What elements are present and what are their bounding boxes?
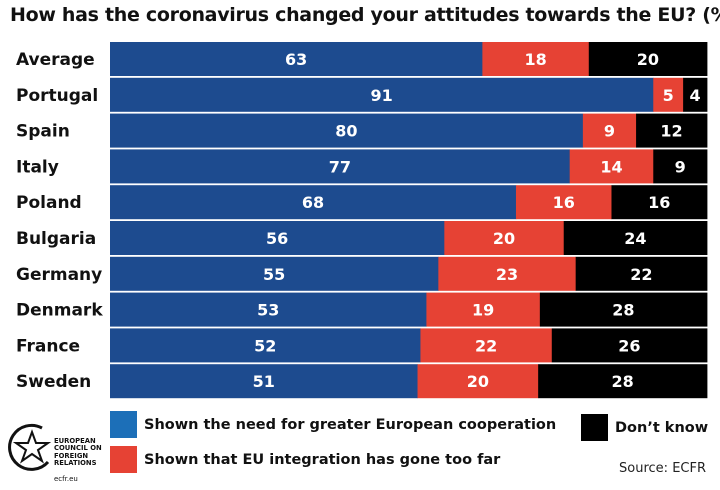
category-label: Portugal — [16, 86, 98, 106]
bar-segment — [539, 292, 708, 327]
category-label: Italy — [16, 157, 59, 177]
category-label: Spain — [16, 122, 70, 142]
bar-segment — [538, 364, 708, 399]
bar-value-label: 77 — [329, 157, 351, 176]
legend-label-too-far: Shown that EU integration has gone too f… — [144, 451, 501, 468]
bar-segment — [569, 149, 654, 184]
category-label: Sweden — [16, 372, 91, 392]
logo-name: EUROPEAN COUNCIL ON FOREIGN RELATIONS — [54, 437, 102, 468]
ecfr-logo-icon — [8, 423, 52, 471]
bar-value-label: 22 — [630, 265, 652, 284]
bar-segment — [110, 221, 445, 255]
bar-value-label: 22 — [475, 336, 497, 355]
bar-segment — [110, 292, 427, 327]
bar-value-label: 56 — [266, 229, 288, 248]
bar-value-label: 20 — [493, 229, 515, 248]
category-label: Germany — [16, 265, 102, 285]
bar-segment — [563, 221, 708, 255]
bar-value-label: 16 — [648, 193, 670, 212]
bar-value-label: 9 — [675, 157, 686, 176]
bar-value-label: 24 — [624, 229, 646, 248]
bar-value-label: 80 — [335, 122, 357, 141]
bar-value-label: 28 — [611, 372, 633, 391]
bar-segment — [110, 364, 418, 399]
category-label: Poland — [16, 193, 82, 213]
bar-value-label: 4 — [689, 86, 700, 105]
legend-swatch-dont-know — [581, 414, 608, 441]
source-note: Source: ECFR — [619, 461, 706, 476]
bar-value-label: 53 — [257, 301, 279, 320]
bar-segment — [551, 328, 708, 363]
legend-item-too-far: Shown that EU integration has gone too f… — [110, 446, 500, 473]
bar-value-label: 23 — [496, 265, 518, 284]
bar-segment — [426, 292, 541, 327]
legend-item-dont-know: Don’t know — [581, 414, 708, 441]
logo-url: ecfr.eu — [54, 475, 78, 483]
chart-title: How has the coronavirus changed your att… — [10, 4, 720, 26]
bar-segment — [515, 185, 612, 220]
bar-segment — [110, 185, 517, 220]
bar-segment — [444, 221, 565, 255]
bar-value-label: 28 — [612, 301, 634, 320]
legend-label-dont-know: Don’t know — [615, 419, 709, 436]
bar-value-label: 9 — [604, 122, 615, 141]
bar-segment — [417, 364, 539, 399]
bars-group: Average 63 18 20 Portugal 91 5 4 Spain 80 9 12 Italy… — [16, 42, 708, 399]
bar-segment — [438, 256, 577, 291]
bar-value-label: 20 — [637, 50, 659, 69]
bar-value-label: 91 — [371, 86, 393, 105]
bar-value-label: 14 — [600, 157, 622, 176]
bar-value-label: 12 — [660, 122, 682, 141]
category-label: France — [16, 336, 80, 356]
bar-segment — [582, 113, 637, 148]
bar-segment — [110, 328, 421, 363]
bar-segment — [653, 77, 684, 112]
bar-value-label: 20 — [467, 372, 489, 391]
bar-segment — [110, 113, 584, 148]
stacked-bar-chart: Average 63 18 20 Portugal 91 5 4 Spain 80 9 12 Italy… — [16, 42, 708, 399]
bar-value-label: 18 — [524, 50, 546, 69]
bar-value-label: 51 — [253, 372, 275, 391]
bar-segment — [683, 77, 708, 112]
legend-swatch-cooperation — [110, 411, 137, 438]
bar-segment — [110, 77, 654, 112]
bar-segment — [575, 256, 708, 291]
bar-value-label: 52 — [254, 336, 276, 355]
bar-segment — [482, 42, 590, 76]
category-label: Bulgaria — [16, 229, 96, 249]
category-label: Denmark — [16, 301, 103, 321]
bar-value-label: 68 — [302, 193, 324, 212]
bar-segment — [110, 256, 439, 291]
bar-value-label: 5 — [663, 86, 674, 105]
bar-value-label: 63 — [285, 50, 307, 69]
legend-swatch-too-far — [110, 446, 137, 473]
bar-segment — [611, 185, 708, 220]
bar-segment — [110, 42, 483, 76]
category-label: Average — [16, 50, 95, 70]
bar-segment — [653, 149, 708, 184]
bar-value-label: 19 — [472, 301, 494, 320]
legend-item-cooperation: Shown the need for greater European coop… — [110, 411, 556, 438]
bar-segment — [588, 42, 708, 76]
bar-segment — [420, 328, 553, 363]
bar-value-label: 26 — [618, 336, 640, 355]
bar-segment — [636, 113, 708, 148]
bar-segment — [110, 149, 571, 184]
bar-value-label: 55 — [263, 265, 285, 284]
legend-label-cooperation: Shown the need for greater European coop… — [144, 416, 557, 433]
bar-value-label: 16 — [553, 193, 575, 212]
